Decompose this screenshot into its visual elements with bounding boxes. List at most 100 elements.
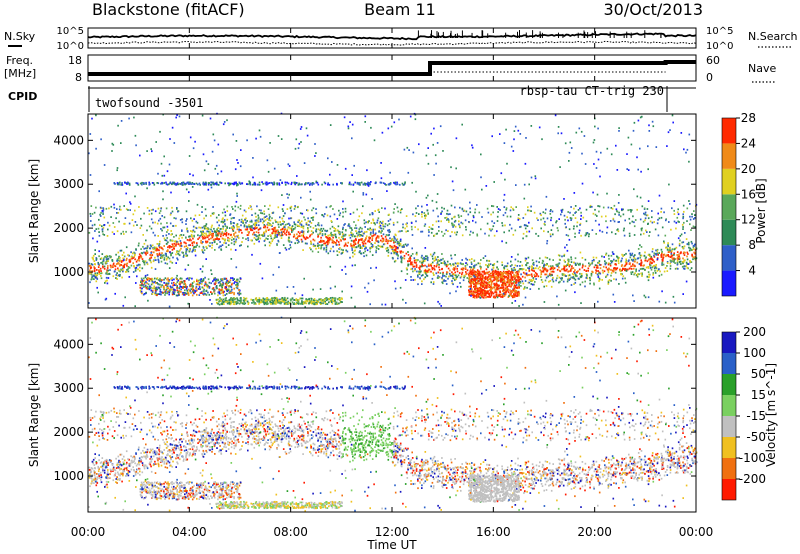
heatmap-cell — [327, 184, 329, 186]
heatmap-cell — [487, 277, 489, 279]
heatmap-cell — [204, 235, 206, 237]
heatmap-cell — [235, 284, 237, 286]
heatmap-cell — [490, 296, 492, 298]
heatmap-cell — [152, 209, 154, 211]
heatmap-cell — [102, 213, 104, 215]
heatmap-cell — [465, 229, 467, 231]
heatmap-cell — [128, 182, 130, 184]
heatmap-cell — [160, 208, 162, 210]
heatmap-cell — [617, 211, 619, 213]
heatmap-cell — [469, 272, 471, 274]
heatmap-cell — [347, 251, 349, 253]
heatmap-cell — [286, 234, 288, 236]
heatmap-cell — [224, 211, 226, 213]
heatmap-cell — [546, 277, 548, 279]
heatmap-cell — [90, 213, 92, 215]
heatmap-cell — [432, 200, 434, 202]
heatmap-cell — [449, 273, 451, 275]
heatmap-cell — [490, 280, 492, 282]
heatmap-cell — [447, 210, 449, 212]
heatmap-cell — [641, 255, 643, 257]
heatmap-cell — [529, 279, 531, 281]
heatmap-cell — [105, 272, 107, 274]
heatmap-cell — [126, 269, 128, 271]
heatmap-cell — [394, 245, 396, 247]
heatmap-cell — [224, 223, 226, 225]
heatmap-cell — [550, 265, 552, 267]
heatmap-cell — [466, 211, 468, 213]
heatmap-cell — [450, 166, 452, 168]
heatmap-cell — [176, 295, 178, 297]
heatmap-cell — [229, 281, 231, 283]
heatmap-cell — [524, 286, 526, 288]
heatmap-cell — [448, 221, 450, 223]
heatmap-cell — [604, 260, 606, 262]
heatmap-cell — [241, 221, 243, 223]
heatmap-cell — [93, 255, 95, 257]
heatmap-cell — [567, 211, 569, 213]
heatmap-cell — [395, 182, 397, 184]
heatmap-cell — [488, 284, 490, 286]
nsearch-tick-top: 10^5 — [706, 26, 733, 37]
heatmap-cell — [200, 227, 202, 229]
heatmap-cell — [251, 221, 253, 223]
heatmap-cell — [237, 235, 239, 237]
heatmap-cell — [318, 184, 320, 186]
heatmap-cell — [237, 293, 239, 295]
heatmap-cell — [608, 255, 610, 257]
heatmap-cell — [615, 272, 617, 274]
heatmap-cell — [395, 234, 397, 236]
heatmap-cell — [199, 284, 201, 286]
heatmap-cell — [600, 267, 602, 269]
heatmap-cell — [495, 276, 497, 278]
heatmap-cell — [184, 242, 186, 244]
heatmap-cell — [351, 232, 353, 234]
heatmap-cell — [411, 229, 413, 231]
heatmap-cell — [387, 242, 389, 244]
heatmap-cell — [543, 261, 545, 263]
heatmap-cell — [211, 225, 213, 227]
heatmap-cell — [211, 293, 213, 295]
heatmap-cell — [459, 282, 461, 284]
heatmap-cell — [265, 238, 267, 240]
heatmap-cell — [517, 287, 519, 289]
heatmap-cell — [368, 240, 370, 242]
heatmap-cell — [202, 236, 204, 238]
heatmap-cell — [368, 185, 370, 187]
heatmap-cell — [291, 231, 293, 233]
heatmap-cell — [469, 280, 471, 282]
heatmap-cell — [414, 279, 416, 281]
heatmap-cell — [284, 228, 286, 230]
heatmap-cell — [647, 223, 649, 225]
heatmap-cell — [519, 268, 521, 270]
heatmap-cell — [599, 260, 601, 262]
heatmap-cell — [672, 257, 674, 259]
heatmap-cell — [631, 209, 633, 211]
heatmap-cell — [460, 222, 462, 224]
heatmap-cell — [393, 224, 395, 226]
heatmap-cell — [192, 289, 194, 291]
heatmap-cell — [445, 276, 447, 278]
heatmap-cell — [538, 288, 540, 290]
heatmap-cell — [333, 242, 335, 244]
heatmap-cell — [94, 230, 96, 232]
heatmap-cell — [233, 288, 235, 290]
heatmap-cell — [177, 253, 179, 255]
heatmap-cell — [452, 277, 454, 279]
heatmap-cell — [253, 232, 255, 234]
heatmap-cell — [395, 241, 397, 243]
heatmap-cell — [120, 209, 122, 211]
heatmap-cell — [250, 205, 252, 207]
heatmap-cell — [577, 263, 579, 265]
heatmap-cell — [122, 254, 124, 256]
heatmap-cell — [436, 233, 438, 235]
heatmap-cell — [413, 152, 415, 154]
heatmap-cell — [447, 261, 449, 263]
heatmap-cell — [234, 243, 236, 245]
heatmap-cell — [675, 268, 677, 270]
heatmap-cell — [293, 228, 295, 230]
heatmap-cell — [513, 286, 515, 288]
heatmap-cell — [540, 272, 542, 274]
heatmap-cell — [140, 218, 142, 220]
heatmap-cell — [213, 228, 215, 230]
